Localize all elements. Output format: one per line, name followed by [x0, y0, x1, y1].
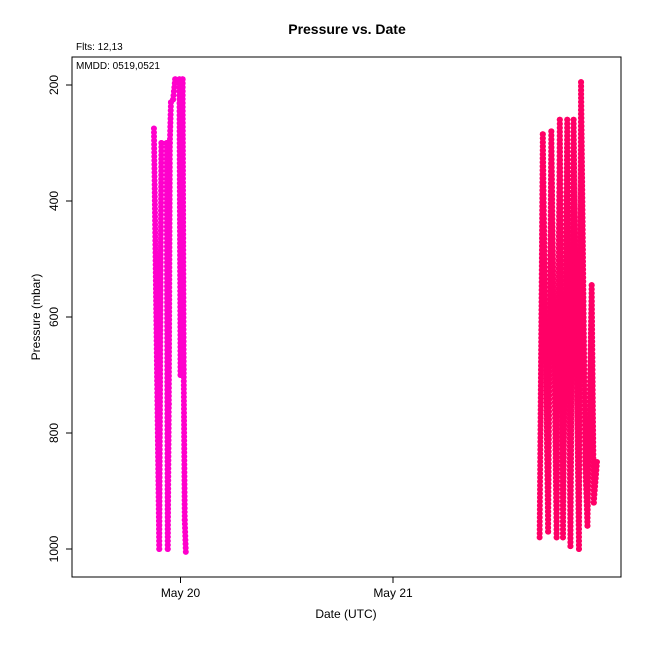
series-0: [150, 76, 189, 555]
x-tick-label-0: May 20: [161, 586, 201, 600]
x-tick-label-1: May 21: [373, 586, 413, 600]
y-tick-label-0: 200: [47, 75, 61, 95]
y-axis: 200 400 600 800 1000: [47, 75, 72, 562]
y-axis-label: Pressure (mbar): [29, 274, 43, 361]
x-axis: May 20 May 21: [161, 577, 413, 600]
series-0-point-209: [158, 140, 165, 146]
series-0-point-709: [182, 548, 189, 555]
series-0-point-436: [172, 76, 179, 83]
series-1-point-1402: [594, 459, 600, 465]
y-tick-label-1: 400: [47, 191, 61, 211]
mmdd-annotation: MMDD: 0519,0521: [76, 61, 160, 72]
y-tick-label-3: 800: [47, 423, 61, 443]
x-axis-label: Date (UTC): [315, 607, 376, 621]
chart-title: Pressure vs. Date: [288, 21, 406, 37]
series-layer: [150, 76, 600, 555]
flights-annotation: Flts: 12,13: [76, 42, 123, 53]
series-1: [536, 79, 600, 552]
y-tick-label-4: 1000: [47, 535, 61, 562]
y-tick-label-2: 600: [47, 307, 61, 327]
